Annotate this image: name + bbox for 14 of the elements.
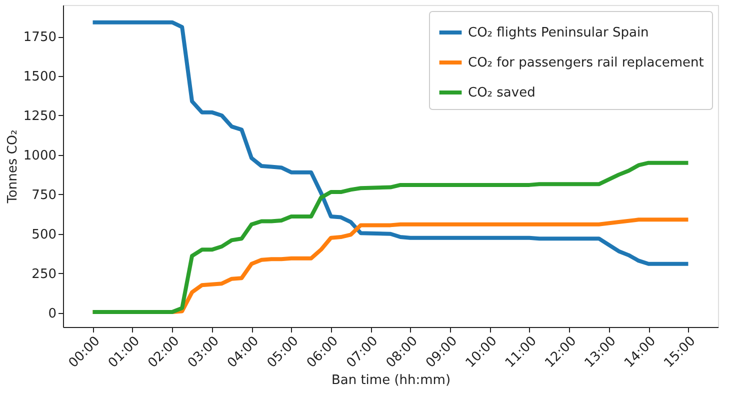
y-axis-title: Tonnes CO₂ [5, 130, 20, 204]
y-tick-label: 1750 [23, 30, 56, 46]
y-tick-label: 1250 [23, 108, 56, 124]
y-tick-label: 1500 [23, 70, 56, 85]
legend-label: CO₂ for passengers rail replacement [468, 56, 704, 70]
line-series [90, 160, 690, 314]
y-tick-label: 1000 [23, 148, 56, 164]
y-tick-label: 250 [32, 266, 56, 282]
x-axis-title: Ban time (hh:mm) [331, 373, 451, 388]
y-tick-label: 0 [48, 306, 56, 322]
y-tick-label: 750 [32, 188, 56, 203]
y-tick-label: 500 [32, 227, 56, 242]
legend-label: CO₂ saved [468, 86, 536, 100]
legend-label: CO₂ flights Peninsular Spain [468, 26, 649, 40]
